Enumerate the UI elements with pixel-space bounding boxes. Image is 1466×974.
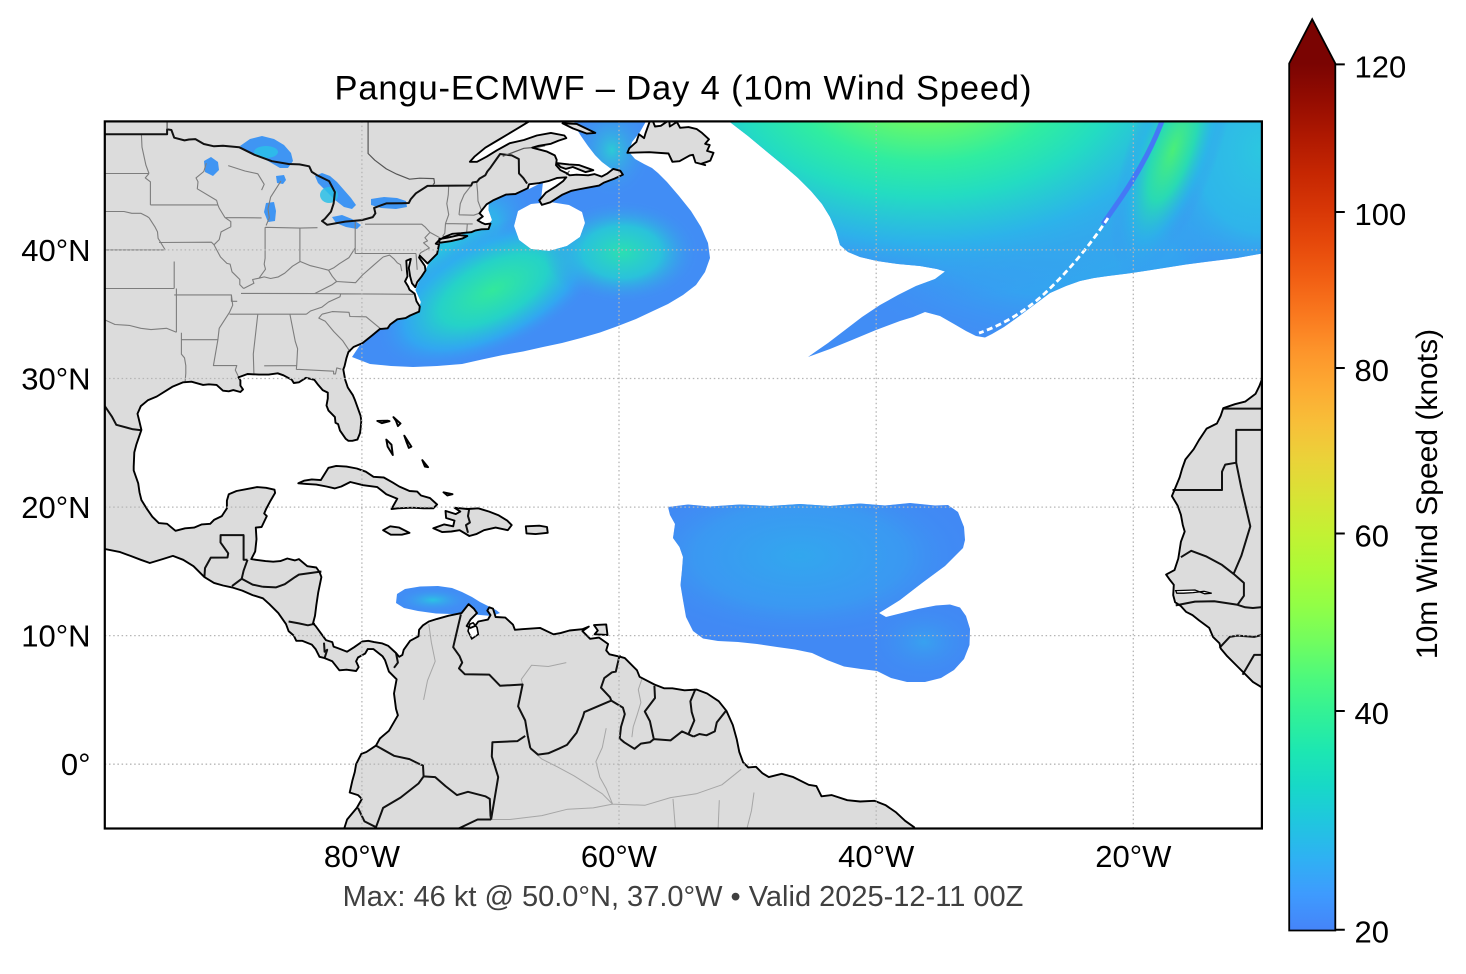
svg-text:Max: 46 kt @ 50.0°N, 37.0°W •: Max: 46 kt @ 50.0°N, 37.0°W • Valid 2025… [343,881,1024,913]
svg-text:10°N: 10°N [21,619,90,654]
svg-text:20: 20 [1355,915,1389,950]
svg-text:80: 80 [1355,353,1389,388]
svg-text:10m Wind Speed (knots): 10m Wind Speed (knots) [1411,329,1444,659]
svg-text:40: 40 [1355,696,1389,731]
svg-text:30°N: 30°N [21,362,90,397]
svg-text:20°N: 20°N [21,490,90,525]
svg-text:60: 60 [1355,519,1389,554]
svg-text:Pangu-ECMWF – Day 4 (10m Wind: Pangu-ECMWF – Day 4 (10m Wind Speed) [334,69,1032,107]
svg-text:120: 120 [1355,49,1407,84]
svg-text:40°W: 40°W [838,839,915,874]
svg-text:100: 100 [1355,197,1407,232]
svg-text:20°W: 20°W [1095,839,1172,874]
svg-text:0°: 0° [61,747,91,782]
svg-text:60°W: 60°W [581,839,658,874]
svg-text:80°W: 80°W [324,839,401,874]
svg-text:40°N: 40°N [21,233,90,268]
